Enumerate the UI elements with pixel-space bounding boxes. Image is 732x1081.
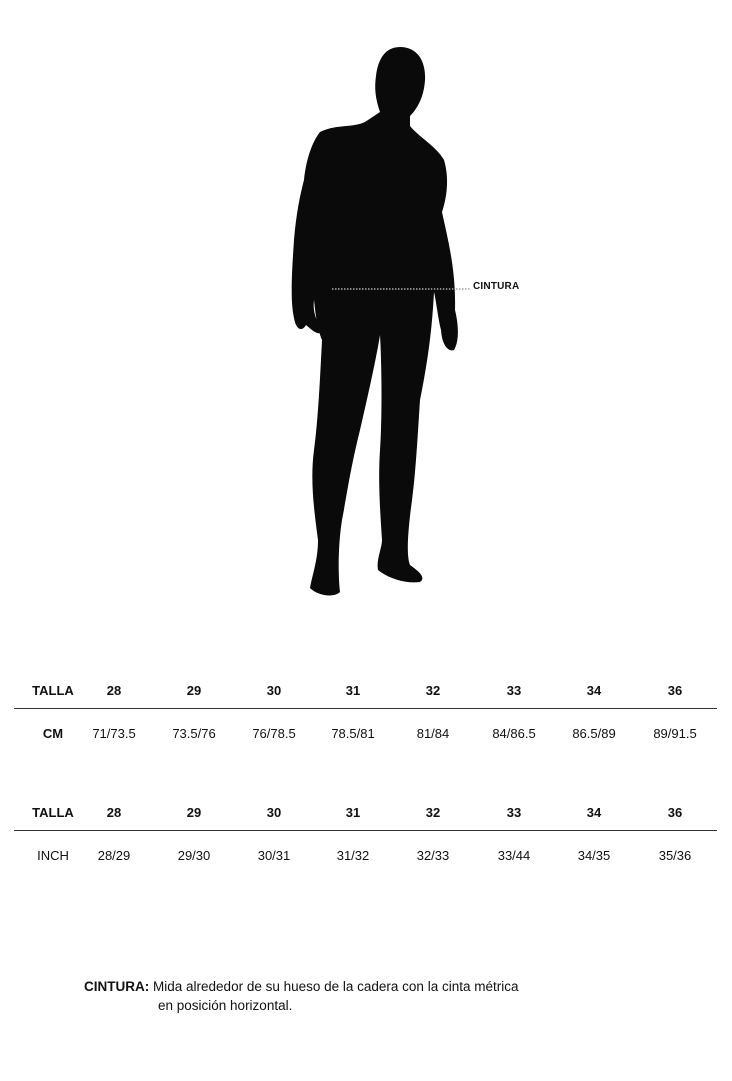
size-cell: 28 bbox=[106, 805, 122, 820]
note-line-2: en posición horizontal. bbox=[158, 998, 293, 1013]
value-cell: 78.5/81 bbox=[331, 726, 375, 741]
size-cell: 34 bbox=[586, 805, 602, 820]
value-cell: 33/44 bbox=[497, 848, 531, 863]
value-cell: 89/91.5 bbox=[653, 726, 697, 741]
value-cell: 76/78.5 bbox=[252, 726, 296, 741]
header-row: TALLA 28 29 30 31 32 33 34 36 bbox=[14, 805, 717, 825]
value-row: CM 71/73.5 73.5/76 76/78.5 78.5/81 81/84… bbox=[14, 726, 717, 746]
divider bbox=[14, 830, 717, 831]
row-label: CM bbox=[42, 726, 64, 741]
body-silhouette bbox=[291, 47, 470, 596]
value-cell: 71/73.5 bbox=[92, 726, 136, 741]
waist-label: CINTURA bbox=[473, 281, 520, 292]
header-label: TALLA bbox=[32, 683, 74, 698]
silhouette-shape bbox=[291, 47, 458, 596]
value-cell: 81/84 bbox=[416, 726, 450, 741]
size-cell: 31 bbox=[345, 683, 361, 698]
size-cell: 36 bbox=[667, 683, 683, 698]
value-cell: 30/31 bbox=[257, 848, 291, 863]
value-cell: 31/32 bbox=[336, 848, 370, 863]
size-cell: 32 bbox=[425, 683, 441, 698]
value-cell: 35/36 bbox=[658, 848, 692, 863]
value-cell: 84/86.5 bbox=[492, 726, 536, 741]
header-label: TALLA bbox=[32, 805, 74, 820]
value-cell: 34/35 bbox=[577, 848, 611, 863]
size-cell: 29 bbox=[186, 805, 202, 820]
value-cell: 86.5/89 bbox=[572, 726, 616, 741]
value-cell: 28/29 bbox=[97, 848, 131, 863]
size-cell: 30 bbox=[266, 683, 282, 698]
size-cell: 31 bbox=[345, 805, 361, 820]
note-line-1: Mida alrededor de su hueso de la cadera … bbox=[153, 979, 519, 994]
size-cell: 32 bbox=[425, 805, 441, 820]
value-cell: 32/33 bbox=[416, 848, 450, 863]
header-row: TALLA 28 29 30 31 32 33 34 36 bbox=[14, 683, 717, 703]
value-cell: 29/30 bbox=[177, 848, 211, 863]
size-cell: 28 bbox=[106, 683, 122, 698]
size-cell: 33 bbox=[506, 683, 522, 698]
size-cell: 30 bbox=[266, 805, 282, 820]
measurement-note: CINTURA: Mida alrededor de su hueso de l… bbox=[84, 977, 518, 1015]
value-row: INCH 28/29 29/30 30/31 31/32 32/33 33/44… bbox=[14, 848, 717, 868]
size-cell: 29 bbox=[186, 683, 202, 698]
note-term: CINTURA: bbox=[84, 979, 150, 994]
size-cell: 34 bbox=[586, 683, 602, 698]
value-cell: 73.5/76 bbox=[172, 726, 216, 741]
divider bbox=[14, 708, 717, 709]
size-cell: 33 bbox=[506, 805, 522, 820]
row-label: INCH bbox=[37, 848, 69, 863]
size-cell: 36 bbox=[667, 805, 683, 820]
